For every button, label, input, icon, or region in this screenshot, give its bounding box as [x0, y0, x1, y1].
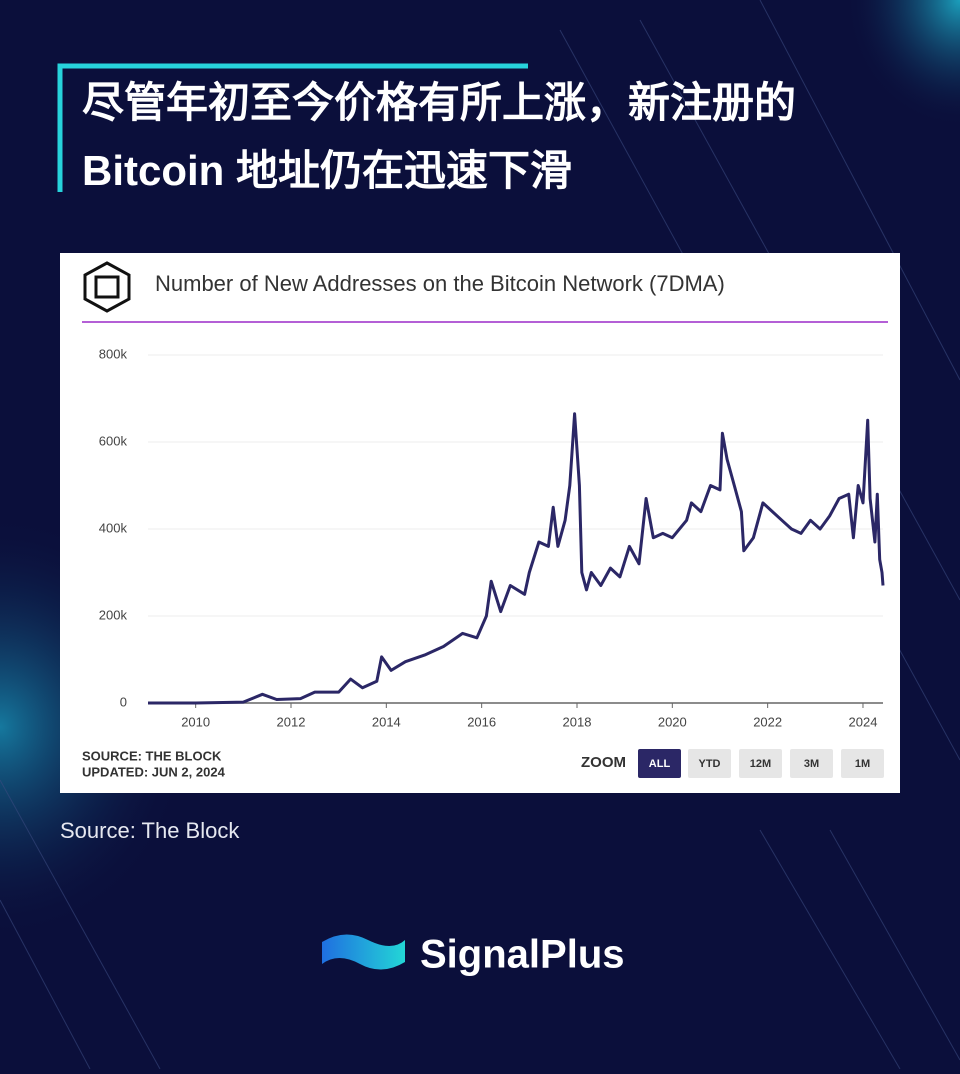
y-tick-label: 200k: [99, 607, 128, 622]
zoom-button-label[interactable]: YTD: [699, 758, 721, 770]
headline: 尽管年初至今价格有所上涨，新注册的: [82, 79, 796, 126]
brand-icon: [322, 934, 405, 970]
brand-logo: SignalPlus: [322, 933, 625, 977]
x-tick-label: 2018: [563, 714, 592, 729]
zoom-button[interactable]: [688, 749, 731, 778]
zoom-button-label[interactable]: 12M: [750, 758, 771, 770]
headline: Bitcoin 地址仍在迅速下滑: [82, 147, 572, 194]
title-bracket: [57, 63, 528, 192]
source-note: Source: The Block: [60, 818, 240, 843]
brand-name: SignalPlus: [420, 933, 625, 977]
data-line: [148, 412, 885, 705]
x-tick-label: 2012: [277, 714, 306, 729]
y-tick-label: 0: [120, 694, 127, 709]
zoom-button[interactable]: [739, 749, 782, 778]
updated-label: UPDATED: JUN 2, 2024: [82, 764, 226, 779]
chart-title: Number of New Addresses on the Bitcoin N…: [155, 271, 725, 296]
zoom-label: ZOOM: [581, 754, 626, 771]
x-tick-label: 2022: [753, 714, 782, 729]
x-tick-label: 2024: [849, 714, 878, 729]
x-tick-label: 2020: [658, 714, 687, 729]
logo-icon: [83, 261, 131, 313]
zoom-button[interactable]: [841, 749, 884, 778]
y-tick-label: 800k: [99, 346, 128, 361]
x-tick-label: 2014: [372, 714, 401, 729]
chart-card: [60, 253, 900, 793]
x-tick-label: 2010: [181, 714, 210, 729]
source-label: SOURCE: THE BLOCK: [82, 748, 222, 763]
zoom-button-label[interactable]: 3M: [804, 758, 819, 770]
x-tick-label: 2016: [467, 714, 496, 729]
y-tick-label: 600k: [99, 433, 128, 448]
y-tick-label: 400k: [99, 520, 128, 535]
zoom-button[interactable]: [790, 749, 833, 778]
zoom-group: ALL YTD 12M 3M 1M: [638, 749, 884, 778]
zoom-button[interactable]: [638, 749, 681, 778]
zoom-button-label[interactable]: 1M: [855, 758, 870, 770]
plot: 0 200k 400k 600k 800k 2010 2012 2014 2016 2018 202…: [99, 346, 885, 729]
zoom-button-label[interactable]: ALL: [649, 758, 671, 770]
